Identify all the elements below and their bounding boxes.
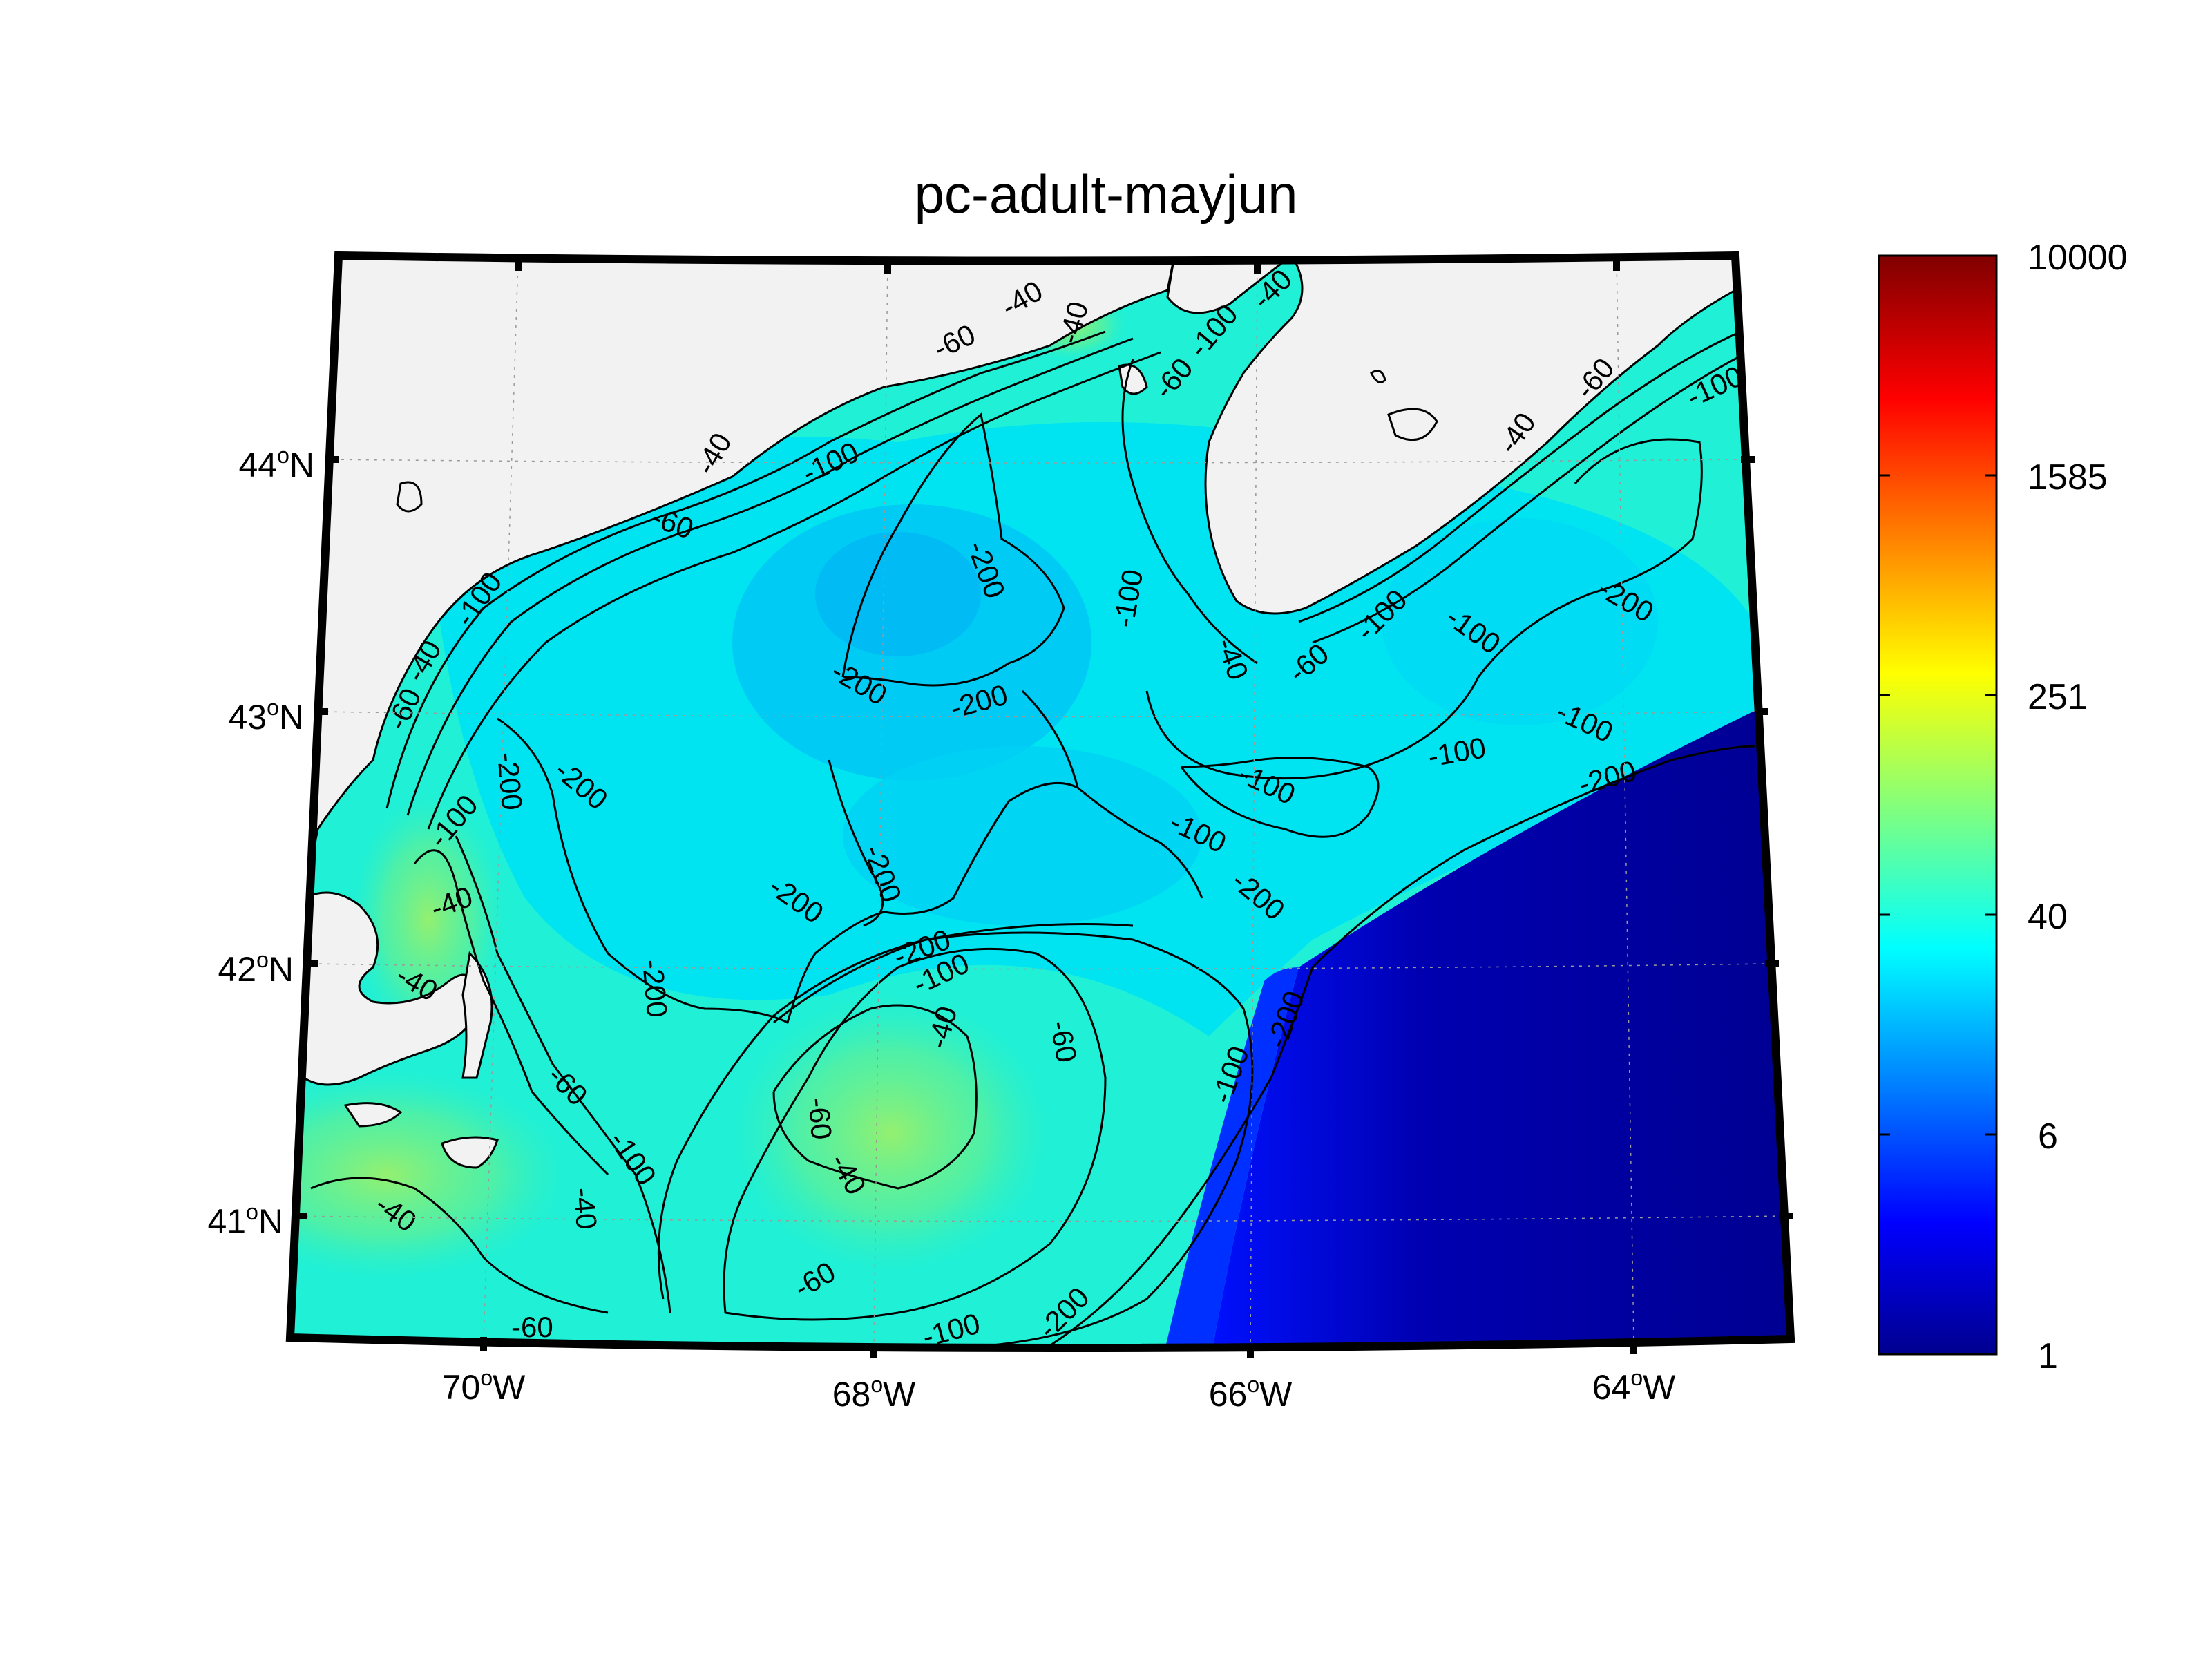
contour-label: -60 (1044, 1018, 1083, 1065)
lat-label-41: 41oN (207, 1199, 283, 1241)
contour-40-southern (310, 1177, 609, 1314)
ns-lake-2 (1370, 370, 1386, 383)
contour-label: -40 (567, 1186, 603, 1231)
contour-200-georges-north (773, 923, 1134, 1024)
contour-200-basin-west (497, 717, 1078, 1025)
grid-lat-44 (324, 459, 1742, 464)
colorbar-tick-label: 1 (2038, 1336, 2058, 1376)
contour-200-basin-inner (828, 759, 884, 927)
contour-40-georges (772, 1004, 978, 1190)
contour-label: -200 (636, 958, 674, 1019)
contour-100-georges (657, 931, 1254, 1349)
lon-label-66: 66oW (1209, 1372, 1293, 1414)
nova-scotia-land (1204, 256, 1737, 615)
colorbar-tick-label: 40 (2028, 897, 2068, 937)
grid-lon-66 (1250, 260, 1258, 1348)
lat-label-44: 44oN (238, 443, 314, 484)
contour-100-coast (427, 351, 1161, 830)
longitude-labels: 70oW 68oW 66oW 64oW (442, 1365, 1676, 1414)
contour-60-georges (723, 947, 1107, 1321)
offshore-island (396, 481, 423, 513)
colorbar-tick-label: 6 (2038, 1116, 2058, 1157)
contour-100-capecod (455, 835, 671, 1313)
lon-label-68: 68oW (832, 1372, 916, 1414)
grid-lon-70 (483, 258, 519, 1341)
contour-200-basin-north (841, 412, 1065, 687)
graticule (296, 257, 1783, 1348)
lat-label-43: 43oN (228, 695, 304, 737)
lon-label-70: 70oW (442, 1365, 526, 1407)
colorbar-tick-label: 1585 (2028, 457, 2108, 497)
basin-deep-south (843, 746, 1202, 926)
colorbar-ticks (1879, 254, 1996, 1356)
bathymetry-contours (310, 330, 1755, 1349)
deep-ocean (1209, 691, 1791, 1349)
latitude-labels: 44oN 43oN 42oN 41oN (207, 443, 314, 1241)
contour-100-fundy (1121, 359, 1258, 665)
contour-label: -60 (511, 1311, 553, 1343)
colorbar-gradient (1878, 254, 1998, 1356)
colorbar: 10000 1585 251 40 6 1 (1878, 238, 2128, 1376)
lat-label-42: 42oN (218, 947, 294, 989)
contour-100-browns (1180, 757, 1380, 838)
ns-lake-1 (1387, 408, 1438, 441)
map-body: -100 -60 -100 -40 -60 -200 -200 -200 -20… (290, 256, 1791, 1349)
map-frame (285, 251, 1795, 1353)
contour-100-scotian (1145, 438, 1703, 780)
map-title: pc-adult-mayjun (914, 164, 1298, 225)
contour-label: -60 (802, 1096, 838, 1141)
contour-40-scotian (1298, 330, 1742, 623)
contour-40-coast (385, 330, 1106, 809)
contour-60-capecod (413, 849, 609, 1176)
grid-lat-43 (317, 711, 1755, 718)
georges-bank-shoal (732, 995, 1050, 1271)
grid-lat-41 (296, 1215, 1783, 1222)
nantucket-shoal (290, 1071, 566, 1278)
colorbar-tick-label: 10000 (2028, 238, 2128, 278)
contour-60-scotian (1312, 351, 1748, 644)
frame-ticks (294, 257, 1793, 1358)
colorbar-tick-label: 251 (2028, 677, 2088, 717)
contour-200-scotian-slope (1311, 745, 1755, 969)
grid-lat-42 (310, 963, 1769, 970)
contour-200-channel (1021, 690, 1203, 899)
contour-200-slope (1036, 967, 1314, 1349)
contour-60-coast (406, 337, 1134, 816)
grid-lon-68 (873, 260, 888, 1347)
basin-deep-east (1382, 518, 1658, 725)
contour-label: -200 (491, 751, 528, 812)
marthas-vineyard (343, 1102, 403, 1128)
slope-edge (1161, 967, 1299, 1349)
grid-lon-64 (1616, 257, 1634, 1344)
basin-deepest (815, 532, 981, 656)
lon-label-64: 64oW (1592, 1365, 1676, 1407)
